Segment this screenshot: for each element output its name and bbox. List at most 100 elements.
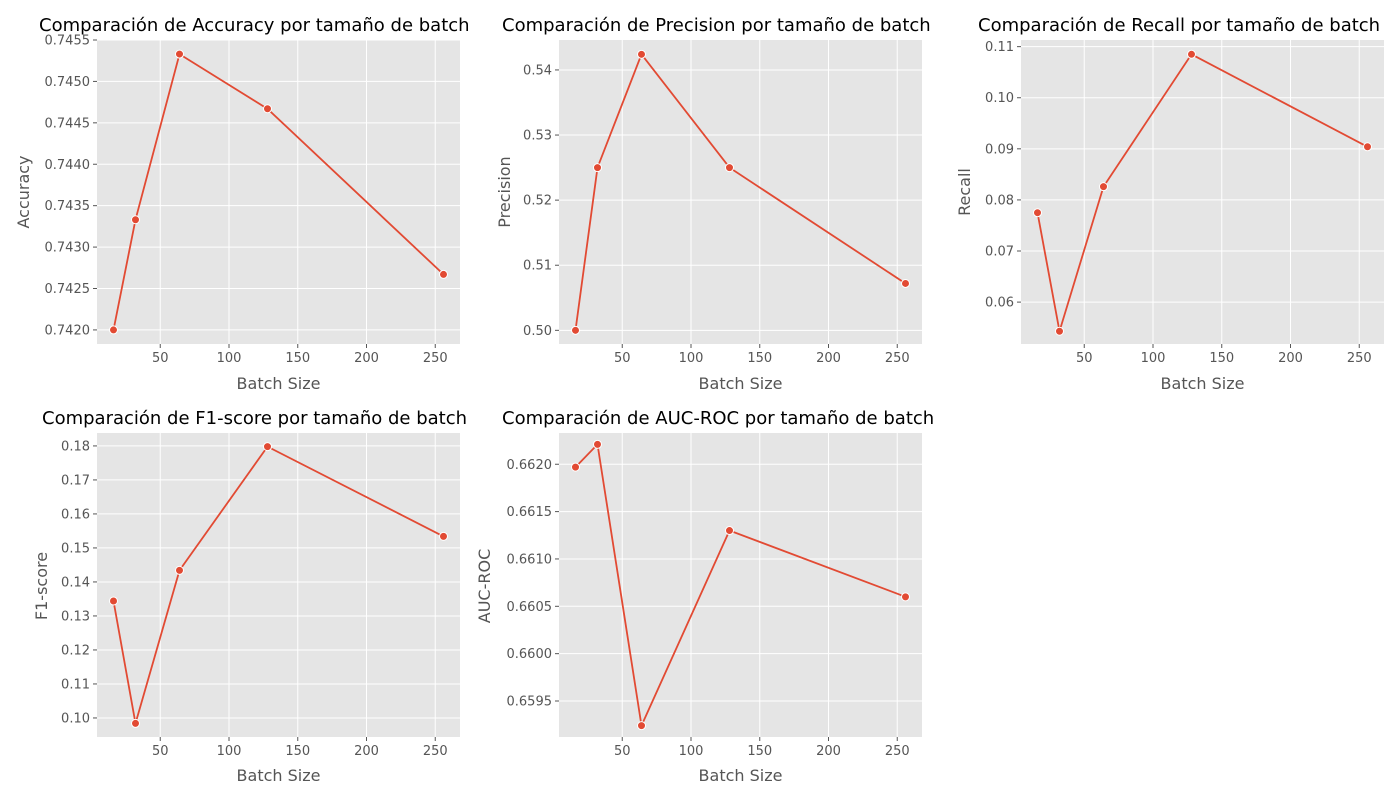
data-point [593,163,602,173]
x-axis-label: Batch Size [237,374,321,393]
y-tick-label: 0.15 [61,541,90,556]
subplot-recall: 50 100 150 200 250 0.06 0.07 0.08 0.09 0.10 0.11 C… [955,15,1384,393]
x-tick-label: 250 [423,351,448,366]
x-tick-label: 50 [1076,351,1093,366]
y-tick-label: 0.12 [61,643,90,658]
y-tick-label: 0.7435 [45,199,91,214]
x-tick-label: 200 [816,744,841,759]
x-tick-label: 50 [152,351,169,366]
y-tick-label: 0.11 [985,40,1014,55]
x-tick-label: 200 [816,351,841,366]
x-tick-label: 100 [217,351,242,366]
x-tick-label: 50 [614,744,631,759]
chart-title: Comparación de Accuracy por tamaño de ba… [39,15,470,36]
y-tick-label: 0.51 [523,259,552,274]
x-tick-label: 100 [217,744,242,759]
plot-area [97,40,460,344]
x-tick-label: 200 [354,351,379,366]
y-tick-label: 0.06 [985,296,1014,311]
x-tick-label: 200 [354,744,379,759]
subplot-accuracy: 50 100 150 200 250 0.7420 0.7425 0.7430 0.7435 0.… [14,15,470,393]
data-point [175,565,184,575]
data-point [637,49,646,59]
plot-area [559,40,922,344]
x-axis-label: Batch Size [237,766,321,785]
y-tick-label: 0.6605 [507,600,553,615]
y-tick-label: 0.52 [523,194,552,209]
data-point [175,49,184,59]
y-tick-label: 0.7440 [45,158,91,173]
data-point [593,439,602,449]
chart-title: Comparación de F1-score por tamaño de ba… [42,408,467,429]
y-tick-label: 0.08 [985,193,1014,208]
y-tick-label: 0.14 [61,575,90,590]
y-tick-label: 0.10 [985,91,1014,106]
data-point [439,531,448,541]
data-point [1363,142,1372,152]
y-tick-label: 0.16 [61,507,90,522]
plot-area [97,433,460,737]
x-tick-label: 100 [1141,351,1166,366]
y-axis-label: Recall [955,168,974,216]
x-tick-label: 200 [1278,351,1303,366]
data-point [1099,182,1108,192]
x-tick-label: 250 [885,351,910,366]
data-point [263,104,272,114]
y-axis-label: AUC-ROC [475,549,494,623]
x-tick-label: 250 [1347,351,1372,366]
data-point [109,596,118,606]
data-point [263,442,272,452]
x-tick-label: 150 [285,744,310,759]
data-point [901,278,910,288]
x-tick-label: 50 [152,744,169,759]
y-tick-label: 0.7425 [45,282,91,297]
data-point [131,718,140,728]
y-tick-label: 0.09 [985,142,1014,157]
chart-title: Comparación de Precision por tamaño de b… [502,15,931,36]
data-point [571,462,580,472]
x-axis-label: Batch Size [1161,374,1245,393]
chart-title: Comparación de AUC-ROC por tamaño de bat… [502,408,934,429]
y-tick-label: 0.7420 [45,323,91,338]
x-tick-label: 150 [747,744,772,759]
y-tick-label: 0.54 [523,63,552,78]
y-axis-label: Precision [495,156,514,227]
x-axis-label: Batch Size [699,374,783,393]
data-point [109,325,118,335]
x-tick-label: 150 [747,351,772,366]
y-tick-label: 0.18 [61,439,90,454]
y-axis-label: F1-score [32,552,51,620]
x-tick-label: 250 [885,744,910,759]
x-axis-label: Batch Size [699,766,783,785]
y-tick-label: 0.6610 [507,552,553,567]
data-point [901,592,910,602]
chart-title: Comparación de Recall por tamaño de batc… [978,15,1380,36]
y-tick-label: 0.7455 [45,34,91,49]
y-tick-label: 0.7445 [45,116,91,131]
y-tick-label: 0.7430 [45,241,91,256]
x-tick-label: 150 [285,351,310,366]
y-tick-label: 0.7450 [45,75,91,90]
plot-area [1021,40,1384,344]
subplot-f1-score: 50 100 150 200 250 0.10 0.11 0.12 0.13 0.14 0.15 0.… [32,408,467,785]
y-tick-label: 0.11 [61,677,90,692]
y-tick-label: 0.17 [61,473,90,488]
y-tick-label: 0.6595 [507,695,553,710]
y-tick-label: 0.50 [523,324,552,339]
data-point [725,163,734,173]
data-point [1033,208,1042,218]
y-tick-label: 0.6620 [507,458,553,473]
y-axis-label: Accuracy [14,155,33,228]
y-tick-label: 0.6615 [507,505,553,520]
y-tick-label: 0.6600 [507,647,553,662]
plot-area [559,433,922,737]
x-tick-label: 100 [679,744,704,759]
data-point [725,526,734,536]
y-tick-label: 0.10 [61,711,90,726]
subplot-precision: 50 100 150 200 250 0.50 0.51 0.52 0.53 0.54 Compa… [495,15,931,393]
y-tick-label: 0.13 [61,609,90,624]
data-point [571,325,580,335]
data-point [1055,326,1064,336]
x-tick-label: 250 [423,744,448,759]
x-tick-label: 100 [679,351,704,366]
